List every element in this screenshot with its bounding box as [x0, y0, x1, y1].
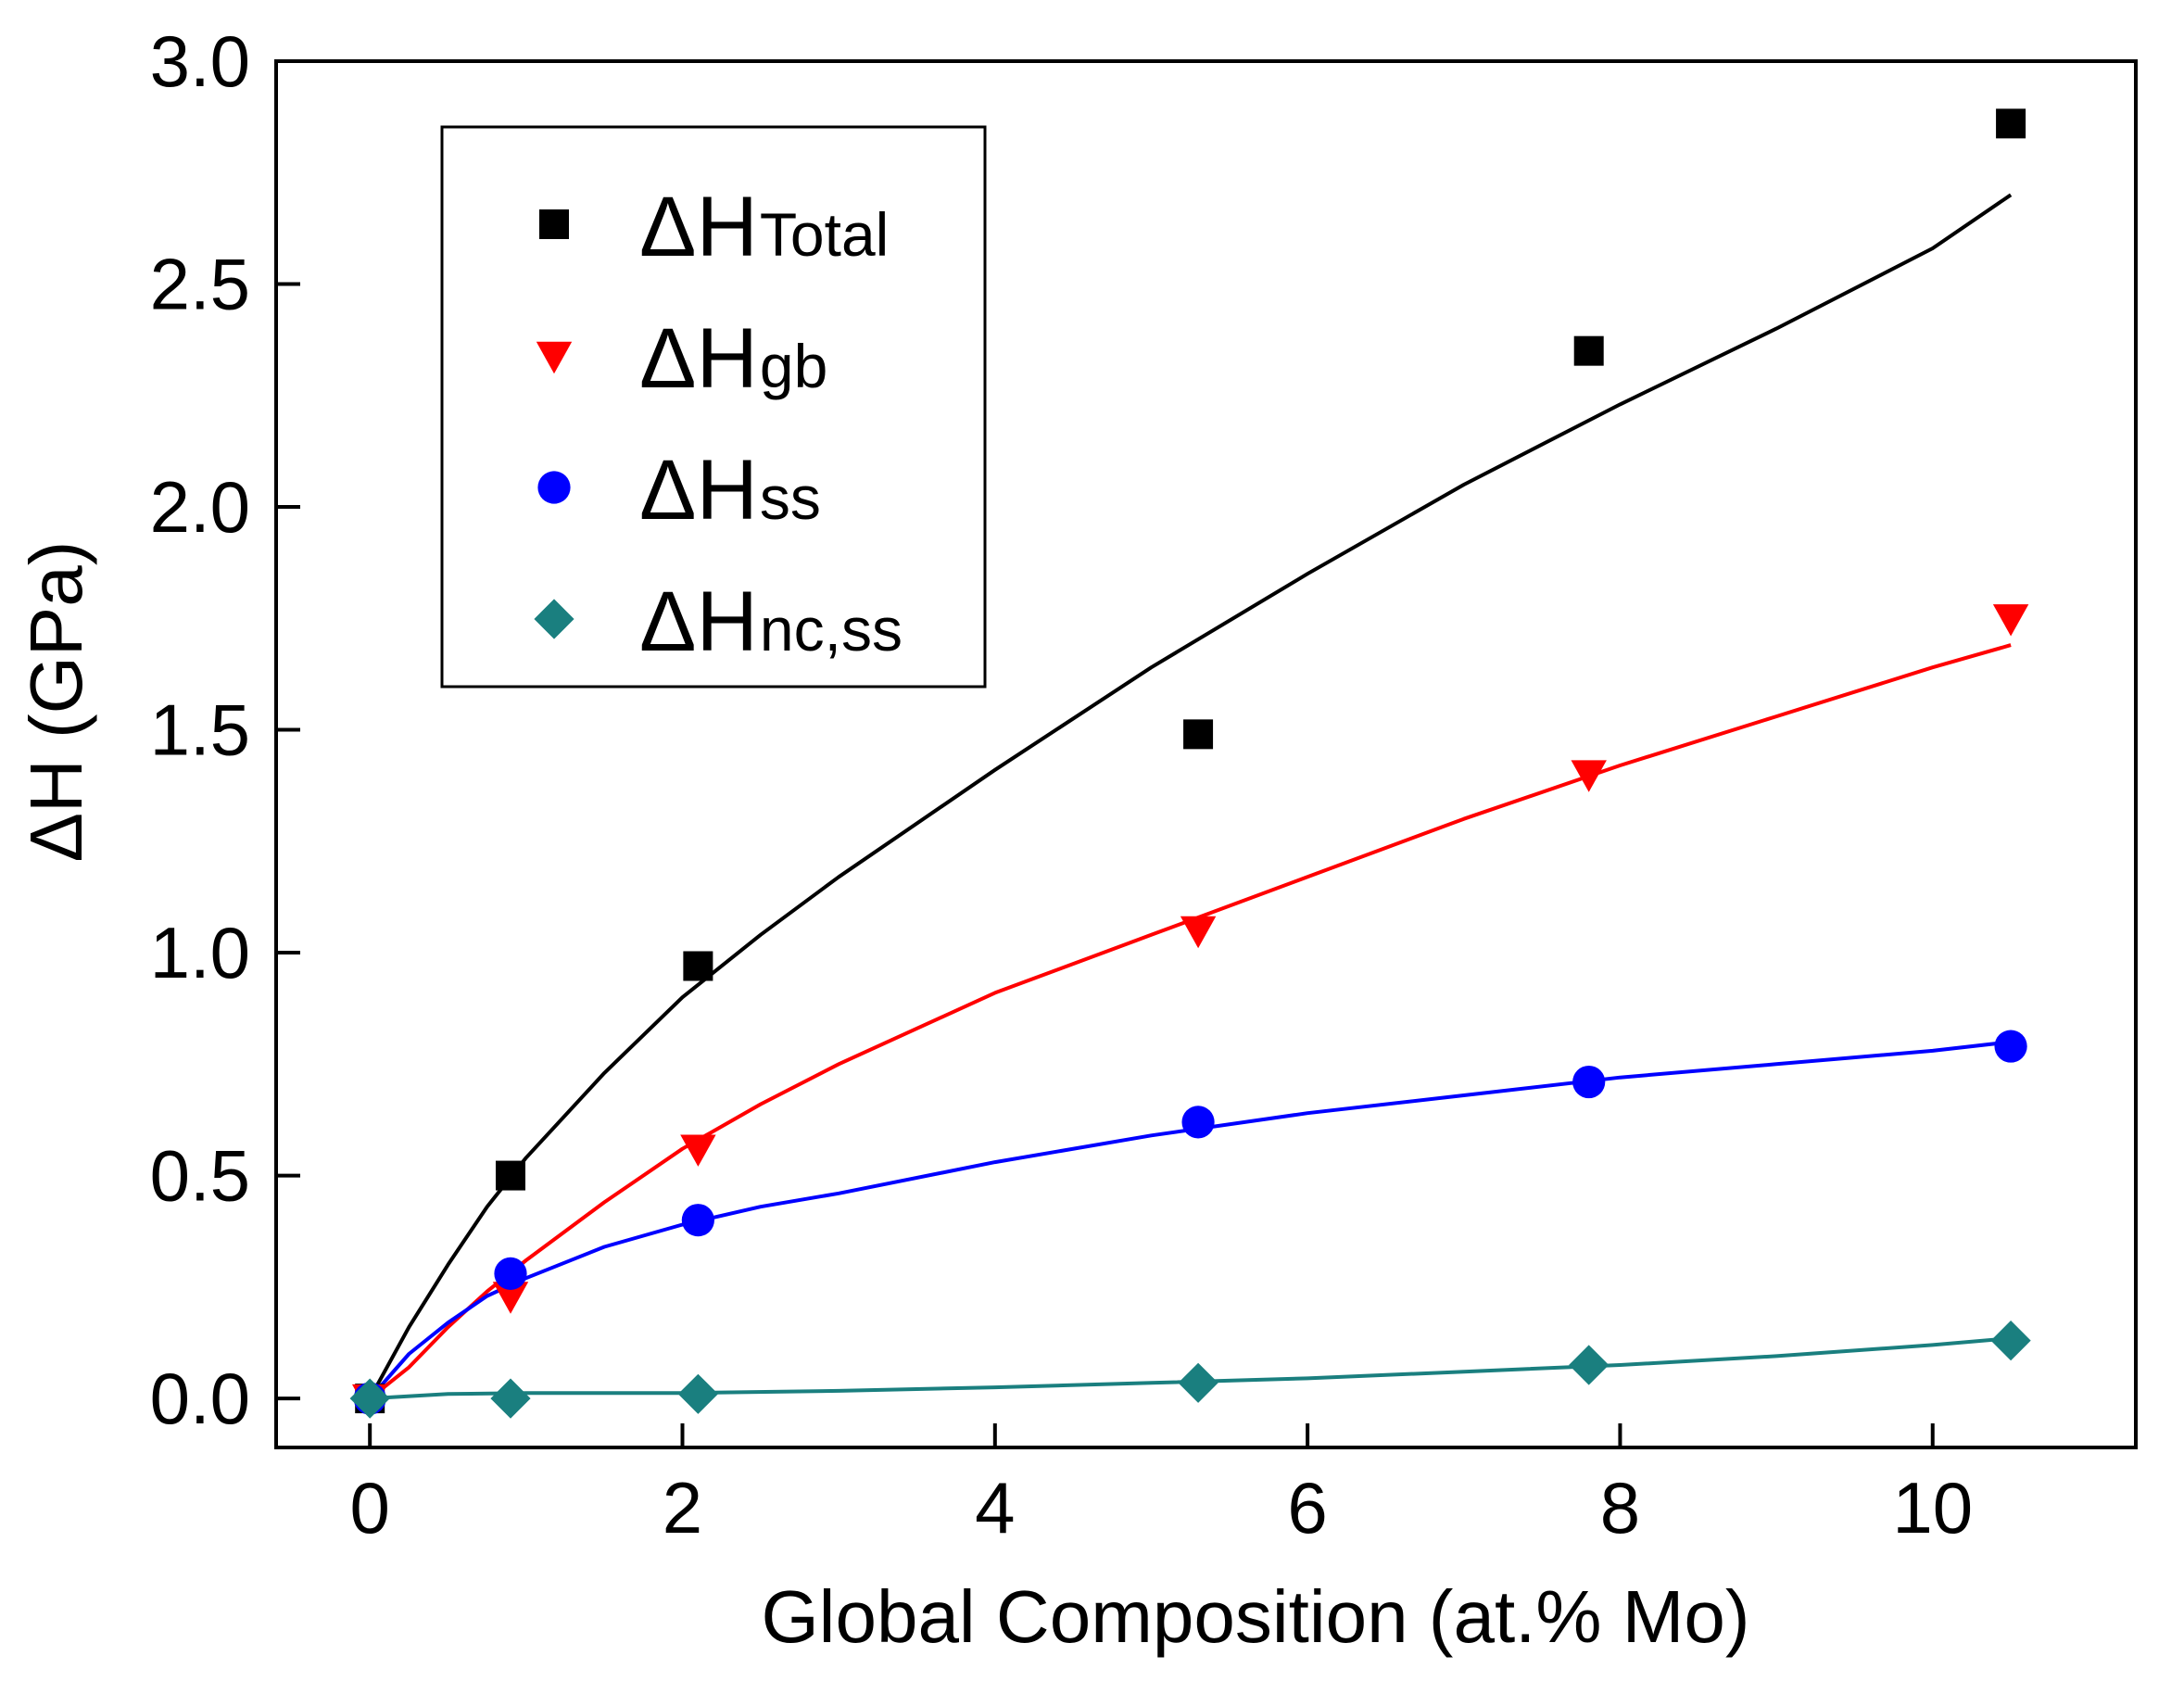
- legend-label-series-1: ΔHTotal: [639, 180, 889, 274]
- data-point-series-2-6: [1992, 604, 2029, 637]
- data-point-series-1-4: [1183, 719, 1214, 750]
- data-point-series-4-6: [1990, 1321, 2031, 1361]
- data-point-series-2-5: [1571, 760, 1607, 792]
- data-point-series-3-3: [681, 1204, 714, 1237]
- data-point-series-4-3: [677, 1373, 718, 1414]
- data-point-series-1-5: [1573, 335, 1604, 366]
- x-tick-label-0: 0: [349, 1467, 389, 1548]
- fit-line-series-1: [368, 193, 2013, 1400]
- legend-marker-series-4: [534, 599, 574, 639]
- y-tick-label-2.0: 2.0: [150, 466, 250, 548]
- legend-box: [440, 125, 987, 689]
- x-axis-title: Global Composition (at.% Mo): [761, 1575, 1749, 1658]
- data-point-series-1-3: [683, 951, 713, 981]
- x-tick-label-2: 2: [663, 1467, 702, 1548]
- x-tick-label-6: 6: [1287, 1467, 1327, 1548]
- data-point-series-3-5: [1572, 1065, 1606, 1099]
- y-tick-label-1.0: 1.0: [150, 912, 250, 993]
- fit-lines-layer: [368, 193, 2013, 1401]
- x-tick-label-4: 4: [975, 1467, 1015, 1548]
- x-tick-label-10: 10: [1892, 1467, 1973, 1548]
- y-axis-title: ΔH (GPa): [15, 541, 97, 863]
- data-point-series-1-2: [495, 1160, 525, 1191]
- fit-line-series-4: [370, 1336, 2012, 1401]
- plot-frame: [274, 59, 2138, 1449]
- legend-label-series-3: ΔHss: [639, 443, 821, 537]
- axes-layer: 0 2 4 6 8 10 0.0 0.5 1.0 1.5 2.0 2.5 3.0: [150, 20, 2138, 1548]
- data-point-series-2-2: [492, 1282, 529, 1314]
- data-point-series-3-4: [1181, 1106, 1215, 1139]
- data-point-series-3-2: [494, 1257, 527, 1290]
- x-tick-label-8: 8: [1600, 1467, 1640, 1548]
- legend: ΔHTotal ΔHgb ΔHss ΔHnc,ss: [440, 125, 987, 689]
- data-point-series-3-6: [1994, 1030, 2027, 1063]
- data-point-series-4-5: [1569, 1345, 1610, 1385]
- legend-label-series-2: ΔHgb: [639, 311, 827, 406]
- legend-label-series-4: ΔHnc,ss: [639, 575, 903, 669]
- data-point-series-4-4: [1178, 1362, 1218, 1403]
- legend-marker-series-3: [537, 471, 571, 504]
- y-tick-label-2.5: 2.5: [150, 244, 250, 325]
- data-point-series-4-1: [349, 1378, 390, 1419]
- data-point-series-2-3: [680, 1134, 716, 1167]
- data-point-series-4-2: [490, 1378, 531, 1419]
- y-tick-label-0.0: 0.0: [150, 1358, 250, 1439]
- legend-marker-series-2: [536, 341, 573, 374]
- legend-marker-series-1: [539, 209, 569, 239]
- data-point-series-2-4: [1180, 916, 1217, 949]
- y-tick-label-3.0: 3.0: [150, 20, 250, 102]
- data-point-series-1-6: [1996, 108, 2026, 139]
- y-tick-label-1.5: 1.5: [150, 689, 250, 771]
- y-tick-label-0.5: 0.5: [150, 1135, 250, 1217]
- markers-layer: [349, 108, 2031, 1419]
- fit-line-series-3: [368, 1040, 2012, 1400]
